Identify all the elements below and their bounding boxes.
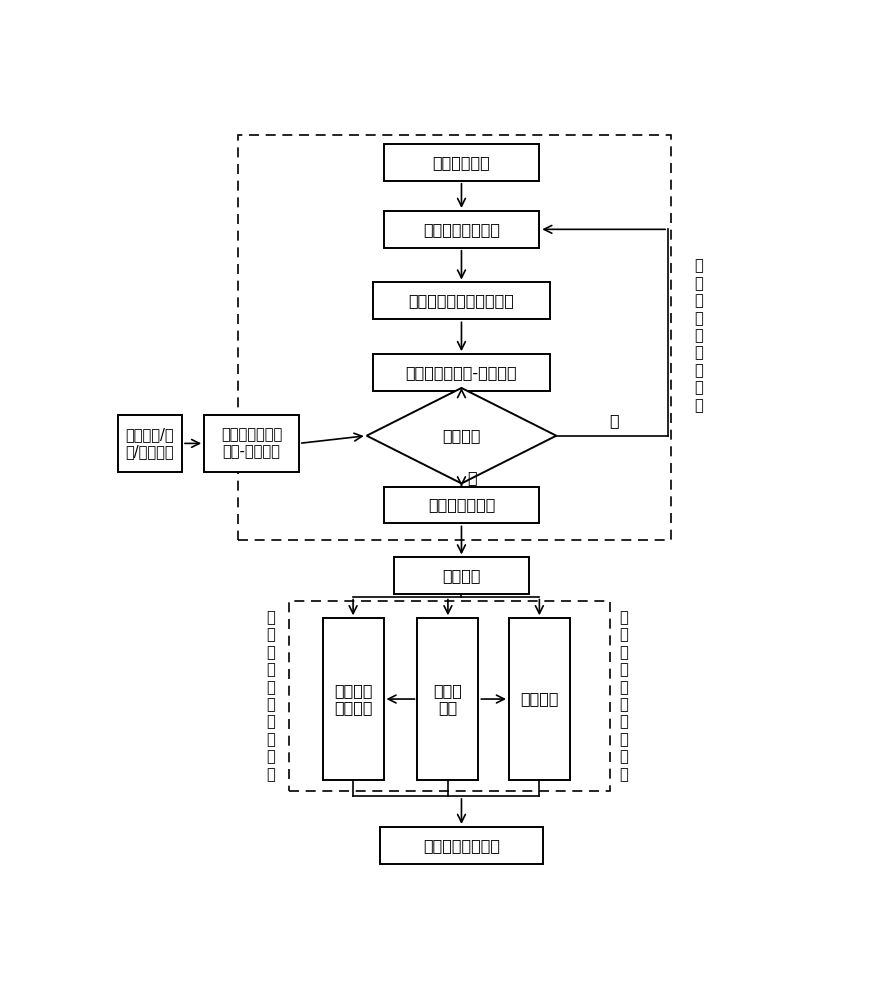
Text: 数值模拟: 数值模拟 — [442, 568, 481, 583]
Text: 构
造
准
确
的
本
构
模
型: 构 造 准 确 的 本 构 模 型 — [694, 258, 703, 413]
Text: 断裂应变: 断裂应变 — [520, 692, 558, 707]
Polygon shape — [367, 388, 557, 483]
Bar — [373, 282, 550, 319]
Bar — [384, 211, 539, 248]
Bar — [380, 827, 543, 864]
Text: 真实应力
应变曲线: 真实应力 应变曲线 — [334, 683, 372, 715]
Text: 单轴拉伸/剪
切/压缩试验: 单轴拉伸/剪 切/压缩试验 — [126, 427, 174, 460]
Bar — [393, 557, 530, 594]
Text: 否: 否 — [609, 413, 619, 428]
Text: 试验得出的工程
应力-位移曲线: 试验得出的工程 应力-位移曲线 — [221, 427, 282, 460]
Bar — [373, 354, 550, 391]
Text: 应力三
轴度: 应力三 轴度 — [434, 683, 462, 715]
Bar — [238, 135, 671, 540]
Bar — [288, 601, 610, 791]
Text: 是否匹配: 是否匹配 — [442, 428, 481, 443]
Text: 计算的工程应力-位移曲线: 计算的工程应力-位移曲线 — [406, 365, 517, 380]
Text: 准确的本构方程: 准确的本构方程 — [427, 497, 496, 512]
Text: 是: 是 — [467, 471, 476, 486]
Bar — [384, 487, 539, 523]
Bar — [205, 415, 299, 472]
Text: 应力三轴度的分布: 应力三轴度的分布 — [423, 838, 500, 853]
Bar — [323, 618, 384, 780]
Bar — [118, 415, 182, 472]
Text: 应
力
三
轴
对
断
裂
的
影
响: 应 力 三 轴 对 断 裂 的 影 响 — [620, 610, 628, 782]
Bar — [384, 144, 539, 181]
Bar — [418, 618, 478, 780]
Text: 初始本构方程: 初始本构方程 — [433, 155, 490, 170]
Bar — [509, 618, 570, 780]
Text: 应
力
三
轴
对
损
伤
的
影
响: 应 力 三 轴 对 损 伤 的 影 响 — [266, 610, 274, 782]
Text: 输入有限元软件进行计算: 输入有限元软件进行计算 — [408, 293, 515, 308]
Text: 修改本构方程参数: 修改本构方程参数 — [423, 222, 500, 237]
